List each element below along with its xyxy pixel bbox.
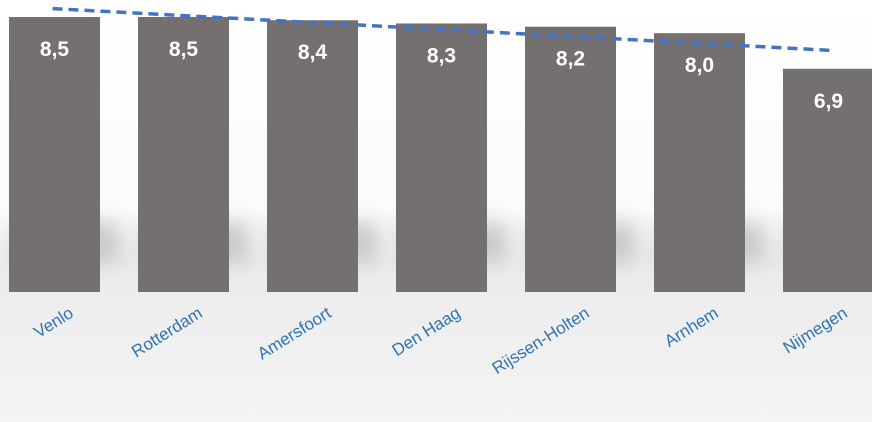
value-label-arnhem: 8,0 <box>685 54 714 77</box>
bar-den-haag <box>396 23 487 293</box>
bar-arnhem <box>654 33 745 292</box>
value-label-nijmegen: 6,9 <box>814 90 843 113</box>
bar-venlo <box>9 17 100 292</box>
trendline <box>52 6 831 53</box>
value-labels: 8,5 8,5 8,4 8,3 8,2 8,0 6,9 <box>40 38 843 113</box>
value-label-den-haag: 8,3 <box>427 44 456 67</box>
value-label-rijssen-holten: 8,2 <box>556 48 585 71</box>
bar-rijssen-holten <box>525 26 616 293</box>
value-label-rotterdam: 8,5 <box>169 38 199 61</box>
bar-rotterdam <box>138 17 229 292</box>
value-label-amersfoort: 8,4 <box>298 41 328 64</box>
bars <box>9 17 872 293</box>
bar-nijmegen <box>783 68 872 292</box>
bar-amersfoort <box>267 20 358 293</box>
trendline-group <box>52 6 831 53</box>
value-label-venlo: 8,5 <box>40 38 70 61</box>
